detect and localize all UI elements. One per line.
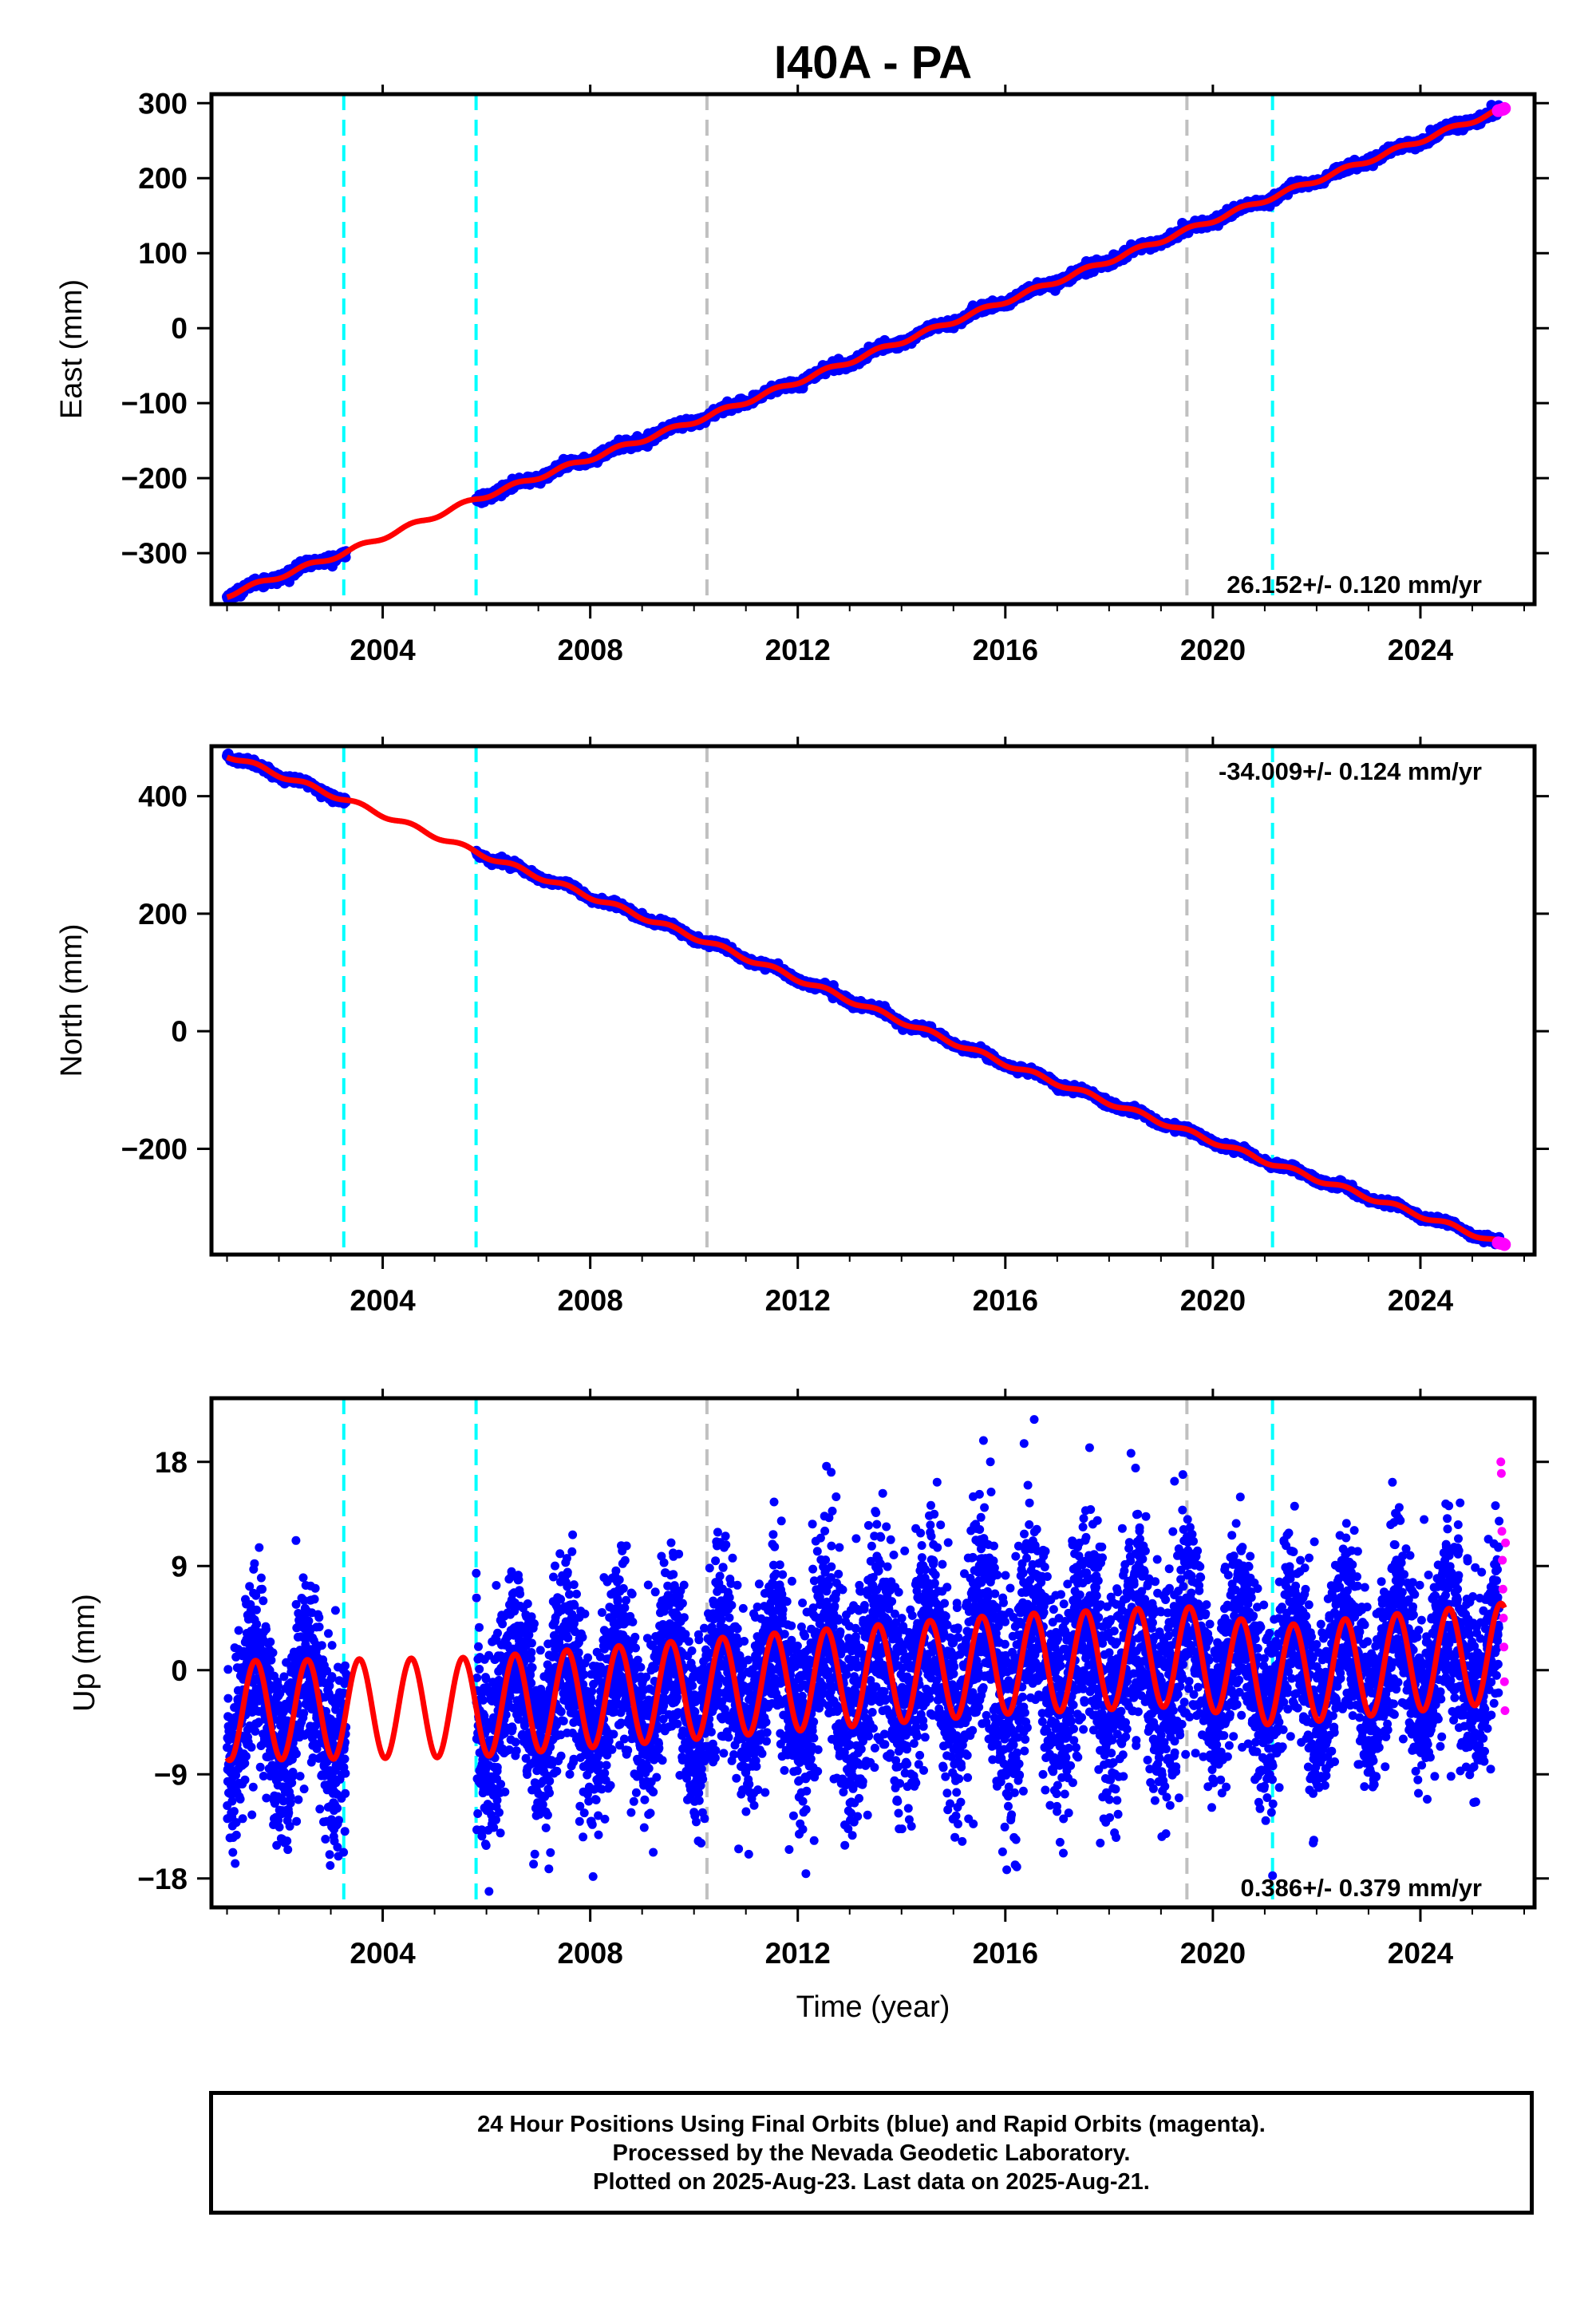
y-tick-label: −300: [121, 537, 188, 570]
y-tick-label: −100: [121, 387, 188, 420]
x-tick-label: 2004: [350, 634, 416, 666]
x-tick-label: 2020: [1180, 634, 1246, 666]
y-tick-label: 200: [138, 162, 188, 195]
panel-2: 2004 2008 2012 2016 2020 2024−2000200400North…: [55, 737, 1549, 1317]
plot-area: [222, 746, 1511, 1255]
x-tick-label: 2016: [973, 634, 1038, 666]
x-tick-label: 2024: [1388, 634, 1454, 666]
y-axis-label: East (mm): [55, 279, 89, 419]
y-tick-label: 100: [138, 237, 188, 270]
y-tick-label: −200: [121, 462, 188, 495]
rapid-point: [1498, 101, 1511, 115]
y-axis: −300 −200 −100 0 100 200 300: [121, 87, 1549, 570]
velocity-annotation: 26.152+/- 0.120 mm/yr: [1227, 571, 1482, 599]
final-orbit-points: [222, 100, 1505, 604]
plot-area: [222, 94, 1511, 604]
chart-title: I40A - PA: [774, 37, 972, 89]
panel-1: 2004 2008 2012 2016 2020 2024 −300 −200 −100 0 100…: [55, 85, 1549, 666]
x-tick-label: 2008: [557, 634, 622, 666]
x-tick-label: 2012: [765, 634, 831, 666]
y-tick-label: 300: [138, 87, 188, 120]
y-tick-label: 0: [171, 312, 188, 345]
